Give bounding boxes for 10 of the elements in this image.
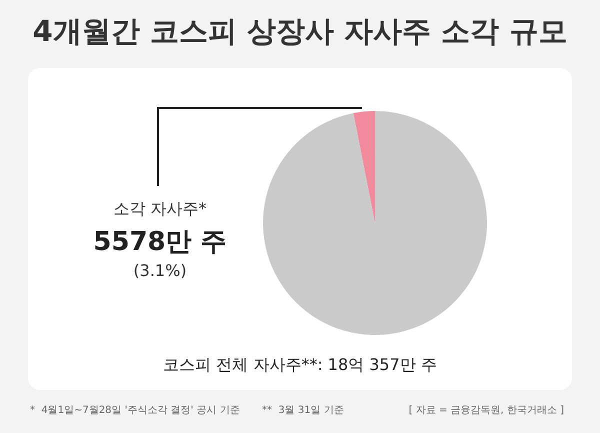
- text: * 4월1일~7월28일 '주식소각 결정' 공시 기준: [30, 404, 240, 417]
- pie-slice: [263, 111, 487, 335]
- text: 5578만 주: [92, 226, 228, 259]
- pie-slice: [353, 111, 375, 223]
- text: [ 자료 = 금융감독원, 한국거래소 ]: [408, 404, 564, 417]
- chart-title: 4개월간 코스피 상장사 자사주 소각 규모: [32, 13, 568, 50]
- text: ** 3월 31일 기준: [262, 404, 344, 417]
- text: 코스피 전체 자사주**: 18억 357만 주: [162, 355, 438, 376]
- text: (3.1%): [132, 261, 188, 280]
- slice-label: 소각 자사주*: [112, 199, 208, 220]
